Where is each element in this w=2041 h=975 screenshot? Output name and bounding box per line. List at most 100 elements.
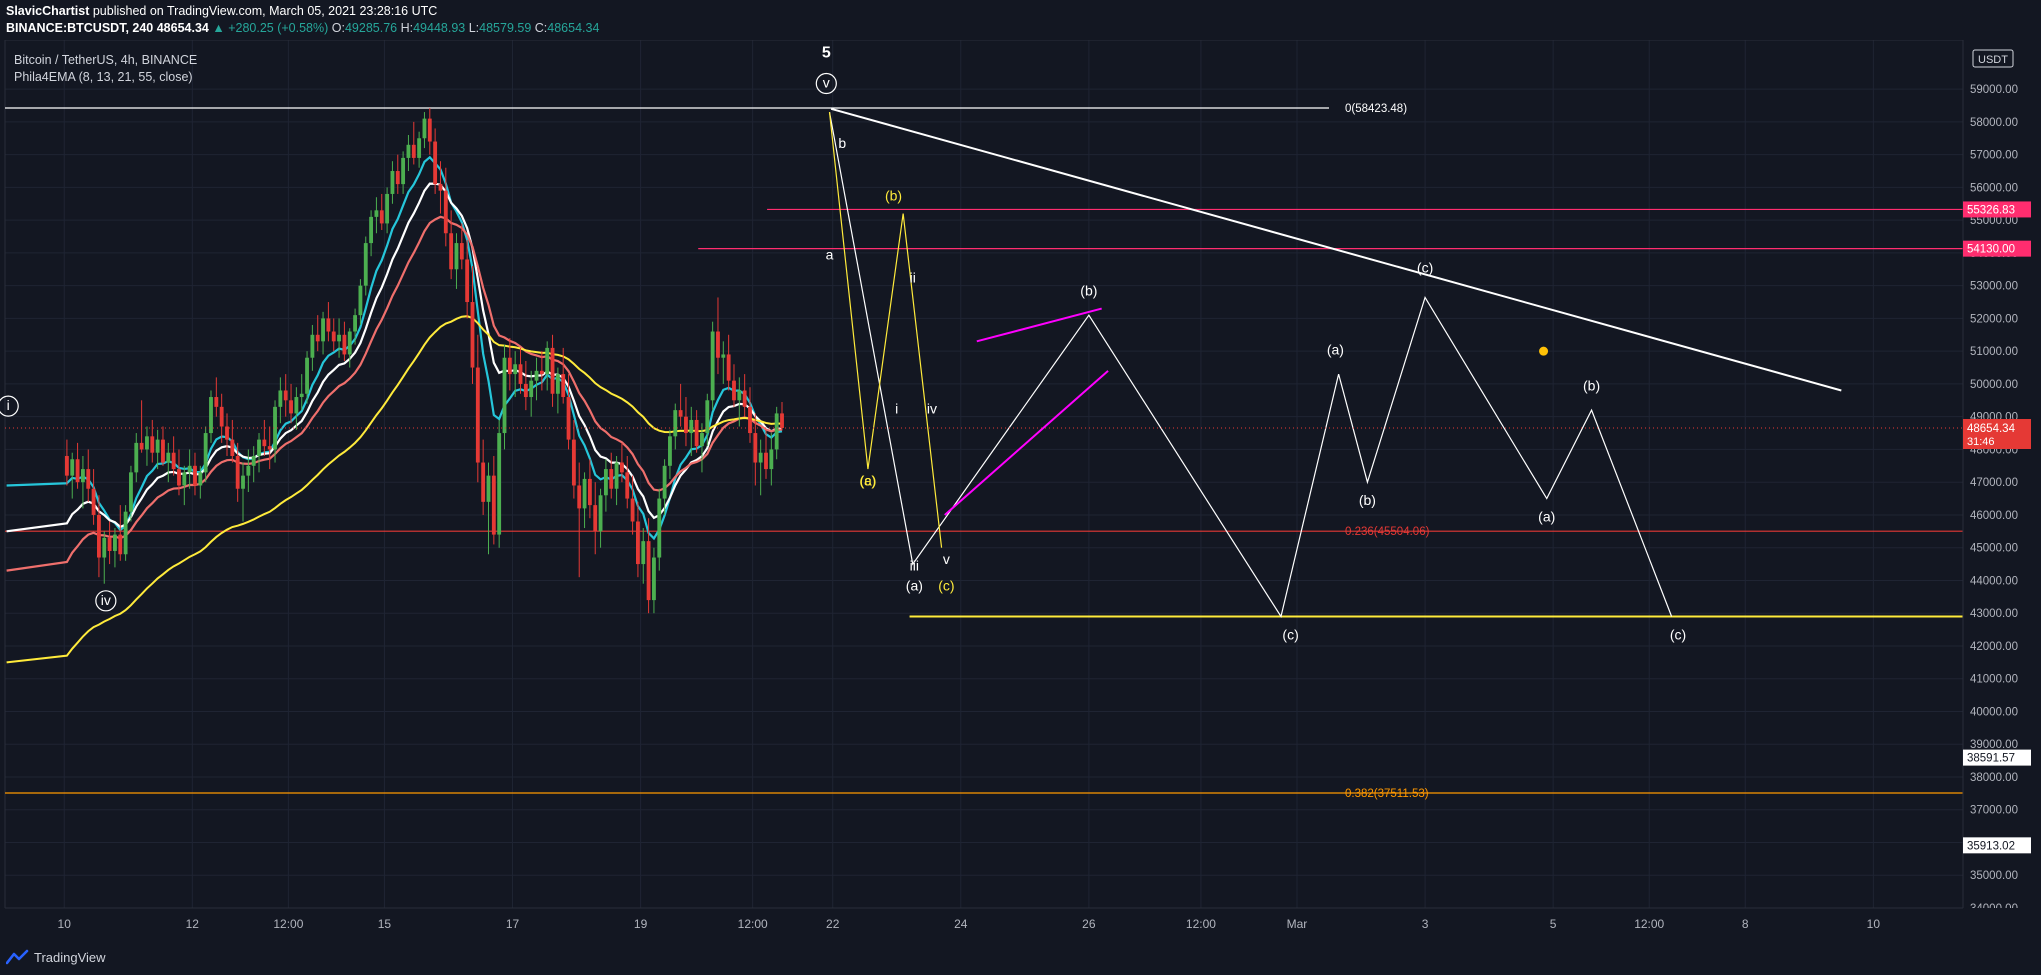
tradingview-logo-icon[interactable]: [6, 949, 30, 965]
chart-grid: [4, 40, 1964, 909]
price-tick-label: 37000.00: [1970, 805, 2018, 817]
candle-body: [251, 455, 256, 466]
candle-body: [209, 397, 213, 434]
close-value: 48654.34: [547, 21, 600, 35]
candle-body: [438, 184, 443, 191]
top-bar: SlavicChartist published on TradingView.…: [0, 0, 2041, 40]
candle-body: [694, 419, 699, 447]
candle-body: [310, 334, 315, 358]
candle-body: [417, 138, 422, 158]
candle-body: [673, 410, 678, 437]
time-tick-label: 12:00: [273, 917, 303, 931]
indicator-legend[interactable]: Phila4EMA (8, 13, 21, 55, close): [14, 70, 193, 84]
wave-label: (c): [860, 472, 876, 488]
tradingview-brand[interactable]: TradingView: [34, 950, 106, 965]
ema-13-line: [6, 182, 783, 533]
candle-body: [721, 354, 726, 358]
candle-body: [737, 390, 742, 401]
candle-body: [646, 541, 651, 601]
candle-body: [587, 478, 592, 506]
wave-label: (c): [1282, 626, 1298, 642]
author-name[interactable]: SlavicChartist: [6, 4, 90, 18]
candle-body: [80, 469, 85, 483]
candle-body: [657, 498, 662, 558]
candle-body: [283, 390, 288, 401]
candle-body: [652, 557, 656, 601]
high-value: 49448.93: [413, 21, 466, 35]
price-tick-label: 46000.00: [1970, 510, 2018, 522]
countdown-label: 31:46: [1967, 436, 1995, 448]
price-chart[interactable]: 0(58423.48) 55326.83 54130.00 0.236(45504.0…: [0, 40, 2041, 943]
candle-body: [465, 259, 470, 303]
candle-body: [358, 285, 363, 316]
low-value: 48579.59: [479, 21, 532, 35]
wave-label: (b): [1359, 492, 1376, 508]
time-tick-label: 26: [1082, 917, 1096, 931]
candle-body: [139, 442, 144, 450]
symbol: BINANCE:BTCUSDT, 240: [6, 21, 154, 35]
candle-body: [539, 370, 544, 375]
candle-body: [470, 302, 475, 368]
price-tick-label: 40000.00: [1970, 706, 2018, 718]
candle-body: [406, 144, 411, 158]
candle-body: [732, 380, 736, 401]
time-tick-label: 10: [1867, 917, 1881, 931]
time-axis-bg: [0, 908, 2041, 943]
time-axis[interactable]: 10 12 12:00 15 17 19 12:00 22 24 26 12:00 Mar 3 5 12:0…: [0, 907, 2041, 943]
candle-body: [534, 370, 539, 381]
candle-body: [262, 439, 267, 447]
candle-body: [555, 374, 560, 394]
candle-body: [742, 390, 747, 407]
candle-body: [203, 433, 208, 473]
price-tick-label: 44000.00: [1970, 575, 2018, 587]
time-tick-label: 24: [954, 917, 968, 931]
wave-label: i: [7, 397, 10, 413]
candle-body: [529, 380, 534, 398]
candle-body: [662, 465, 667, 499]
price-badge-label: 35913.02: [1967, 840, 2015, 852]
price-axis[interactable]: 59000.00 58000.00 57000.00 56000.00 55000.00…: [5, 40, 2041, 915]
candle-body: [331, 331, 336, 342]
wave-label: iv: [927, 400, 937, 416]
ema-lines: [6, 155, 783, 664]
price-tick-label: 45000.00: [1970, 543, 2018, 555]
candle-body: [454, 243, 459, 270]
candle-body: [705, 400, 710, 434]
candle-body: [214, 397, 219, 407]
price-tick-label: 43000.00: [1970, 608, 2018, 620]
candle-body: [513, 364, 518, 375]
candle-body: [134, 442, 139, 473]
candle-body: [748, 406, 752, 434]
wave-label: iv: [101, 592, 111, 608]
candle-body: [486, 475, 491, 502]
level-axis-badge: [1963, 240, 2031, 257]
candle-body: [171, 452, 176, 470]
wave-label: b: [838, 135, 846, 151]
current-price-badge: [1963, 419, 2031, 450]
candle-body: [97, 514, 101, 558]
candle-body: [630, 498, 635, 522]
wave-label: a: [826, 246, 834, 262]
wave-label: (a): [906, 577, 923, 593]
time-tick-label: 12:00: [1186, 917, 1216, 931]
wave-label: ii: [910, 269, 916, 285]
candle-body: [401, 157, 406, 185]
price-tick-label: 38000.00: [1970, 772, 2018, 784]
price-tick-label: 51000.00: [1970, 346, 2018, 358]
candle-body: [385, 193, 390, 224]
candle-body: [700, 433, 704, 447]
price-badge: [1963, 837, 2031, 854]
candle-body: [443, 190, 448, 234]
close-label: C:: [534, 21, 548, 35]
level-label: 0.236(45504.06): [1345, 526, 1430, 538]
price-tick-label: 52000.00: [1970, 313, 2018, 325]
time-tick-label: Mar: [1287, 917, 1308, 931]
candle-body: [684, 416, 688, 434]
candle-body: [342, 334, 347, 355]
candle-body: [86, 469, 91, 489]
price-tick-label: 55000.00: [1970, 215, 2018, 227]
candle-body: [422, 118, 427, 139]
candle-body: [337, 334, 341, 342]
candle-body: [491, 475, 496, 535]
wave-path: [976, 307, 1102, 343]
